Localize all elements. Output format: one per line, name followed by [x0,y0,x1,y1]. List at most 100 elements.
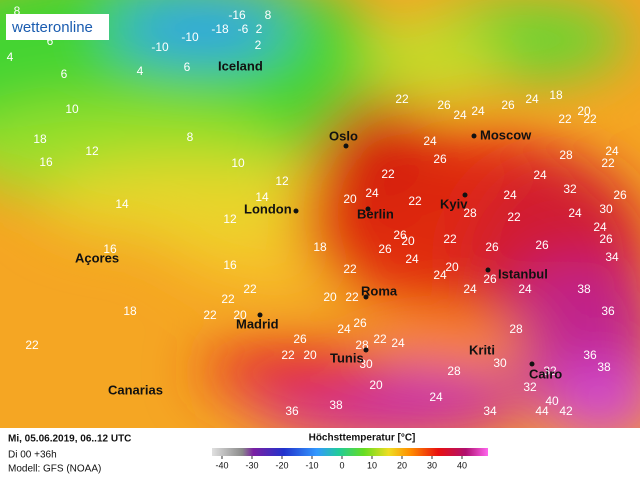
temperature: 26 [393,228,407,242]
temperature: 6 [47,34,54,48]
temperature: 24 [365,186,379,200]
temperature: 18 [33,132,47,146]
temperature: 28 [509,322,523,336]
temperature: 14 [115,197,129,211]
city: Kyiv [440,196,468,211]
date: Mi, 05.06.2019, 06..12 UTC [8,434,131,445]
temperature: -10 [151,40,169,54]
temperature: 20 [369,378,383,392]
temperature: 20 [303,348,317,362]
colorbar [212,448,488,456]
legend-title: Höchsttemperatur [°C] [309,433,416,444]
temperature: 20 [401,234,415,248]
temperature: 24 [525,92,539,106]
colorbar-ticks: -40 -30 -20 -10 0 10 20 30 40 [215,456,467,470]
temperature: 22 [507,210,521,224]
temperature: 34 [605,250,619,264]
temperature: 22 [345,290,359,304]
temperature: 38 [577,282,591,296]
temperature: 26 [483,272,497,286]
colorbar-label: -10 [305,460,318,470]
temperature: 16 [103,242,117,256]
city-dot [363,294,369,300]
temperature: 34 [483,404,497,418]
logo-box [6,14,109,40]
city: Moscow [480,127,532,142]
temperature: 28 [463,206,477,220]
temperature: -16 [228,8,246,22]
temperature: 22 [395,92,409,106]
temperature: 24 [423,134,437,148]
city: Canarias [108,382,163,397]
temperature: 32 [563,182,577,196]
colorbar-label: 30 [427,460,437,470]
city: Iceland [218,58,263,73]
temperature: 20 [343,192,357,206]
temperature: 24 [533,168,547,182]
temperature: 26 [485,240,499,254]
temperature: 40 [545,394,559,408]
temperature: 22 [381,167,395,181]
temperature: 20 [323,290,337,304]
temperature: 22 [281,348,295,362]
temperature: 24 [433,268,447,282]
temperature: 36 [601,304,615,318]
temperature: 2 [255,38,262,52]
city: London [244,201,292,216]
temperature: 26 [378,242,392,256]
city: Açores [75,250,119,265]
city-dot [529,361,535,367]
temperature: 8 [187,130,194,144]
temperature: 16 [39,155,53,169]
city-dot [485,267,491,273]
temperature: 14 [255,190,269,204]
colorbar-label: 20 [397,460,407,470]
temperature: 24 [453,108,467,122]
city: Madrid [236,316,279,331]
temperature: 12 [275,174,289,188]
temperature: 24 [405,252,419,266]
city: Tunis [330,350,364,365]
colorbar-label: 0 [339,460,344,470]
city-dot [343,143,349,149]
temperature: 12 [85,144,99,158]
temperature: 24 [391,336,405,350]
temperature: 18 [549,88,563,102]
city: Oslo [329,128,358,143]
temperature: 30 [493,356,507,370]
temperature: 16 [223,258,237,272]
temperature: 26 [501,98,515,112]
temperature: 24 [568,206,582,220]
colorbar-label: -30 [245,460,258,470]
run: Di 00 +36h [8,450,57,461]
temperature: -10 [181,30,199,44]
temperature: 22 [25,338,39,352]
temperature: 10 [231,156,245,170]
temperature: 28 [447,364,461,378]
colorbar-label: 10 [367,460,377,470]
temperature: 22 [221,292,235,306]
temperature: 28 [559,148,573,162]
temperature: 18 [313,240,327,254]
temperature: 38 [597,360,611,374]
city-dot [293,208,299,214]
city-dot [363,347,369,353]
city-labels: Iceland Oslo Moscow London Berlin Kyiv Açores M… [75,58,562,397]
temperature: 22 [243,282,257,296]
temperature: 38 [329,398,343,412]
temperature: 32 [523,380,537,394]
temperature: 22 [443,232,457,246]
temperature: 26 [437,98,451,112]
city-dot [471,133,477,139]
temperature: 4 [137,64,144,78]
temperature: 8 [14,4,21,18]
temperature: 24 [337,322,351,336]
temperature: 22 [558,112,572,126]
temperature-field [0,0,640,440]
temperature: 20 [577,104,591,118]
temperature: 30 [359,357,373,371]
city-dot [462,192,468,198]
temperature: 42 [559,404,573,418]
temperature: 8 [265,8,272,22]
